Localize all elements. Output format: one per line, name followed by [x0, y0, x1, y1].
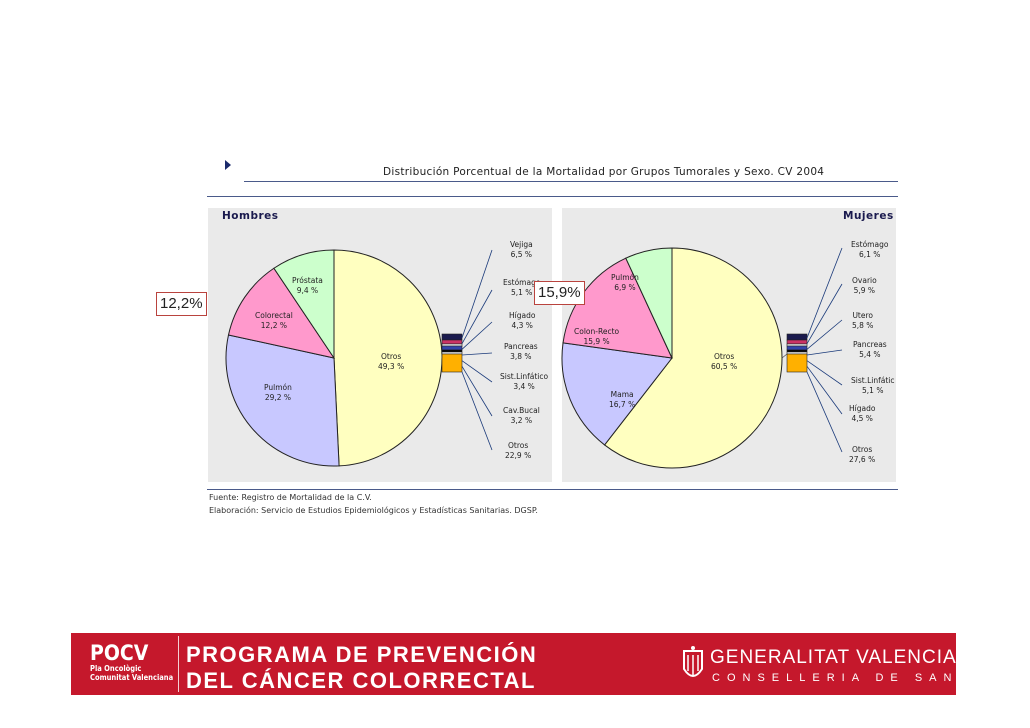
- chart-title: Distribución Porcentual de la Mortalidad…: [383, 166, 825, 178]
- hombres-leader-line: [461, 371, 493, 451]
- mujeres-breakdown-sistlinfatic: Sist.Linfátic 5,1 %: [851, 376, 895, 395]
- hombres-stack-segment: [441, 353, 463, 373]
- mujeres-leader-line: [806, 319, 843, 350]
- mujeres-slice-label-colonrecto: Colon-Recto 15,9 %: [574, 327, 620, 346]
- mujeres-pie-slice-pulmon: [625, 247, 673, 359]
- hombres-breakdown-higado: Hígado 4,3 %: [509, 311, 536, 330]
- hombres-leader-line: [461, 289, 493, 344]
- program-title-line-1: PROGRAMA DE PREVENCIÓN: [186, 642, 538, 667]
- hombres-breakdown-estomago: Estómago 5,1 %: [503, 278, 541, 297]
- hombres-slice-label-otros: Otros 49,3 %: [378, 352, 405, 371]
- mujeres-stack-segment: [786, 353, 808, 373]
- hombres-stack-segment: [441, 339, 463, 345]
- mujeres-breakdown-otros: Otros 27,6 %: [849, 445, 876, 464]
- mujeres-leader-line: [806, 349, 843, 356]
- mujeres-slice-label-mama: Mama 16,7 %: [609, 390, 636, 409]
- program-title-line-2: DEL CÁNCER COLORRECTAL: [186, 668, 536, 693]
- hombres-breakdown-sistlinfatico: Sist.Linfático 3,4 %: [500, 372, 549, 391]
- pocv-logo-text: POCV: [90, 641, 149, 665]
- hombres-leader-line: [461, 360, 493, 383]
- hombres-leader-line: [461, 321, 493, 350]
- hombres-breakdown-cavbucal: Cav.Bucal 3,2 %: [503, 406, 540, 425]
- hombres-pie-slice-pulmon: [225, 334, 340, 467]
- mujeres-leader-line: [806, 283, 843, 344]
- mujeres-stack-segment: [786, 339, 808, 345]
- title-arrow-icon: [225, 160, 231, 170]
- mujeres-leader-line: [806, 360, 843, 386]
- mujeres-stack-segment: [786, 333, 808, 341]
- mujeres-leader-line: [806, 247, 843, 339]
- hombres-stack-segment: [441, 333, 463, 341]
- mujeres-connector-line: [781, 353, 788, 359]
- hombres-breakdown-vejiga: Vejiga 6,5 %: [510, 240, 533, 259]
- pocv-logo: POCV Pla Oncològic Comunitat Valenciana: [90, 642, 173, 682]
- mujeres-pie-slice-mama: [561, 342, 673, 446]
- mujeres-breakdown-estomago: Estómago 6,1 %: [851, 240, 889, 259]
- title-underline: [244, 181, 898, 182]
- footer-banner: [71, 633, 956, 695]
- hombres-pie-slice-prostata: [273, 249, 335, 360]
- source-line-1: Fuente: Registro de Mortalidad de la C.V…: [209, 493, 372, 502]
- hombres-breakdown-pancreas: Pancreas 3,8 %: [504, 342, 538, 361]
- callout-mujeres-colonrecto: 15,9%: [534, 281, 585, 305]
- mujeres-stack-segment: [786, 345, 808, 351]
- generalitat-crest-icon: [683, 646, 703, 677]
- hombres-stack-bar: [441, 333, 463, 373]
- mujeres-breakdown-pancreas: Pancreas 5,4 %: [853, 340, 887, 359]
- mujeres-stack-bar: [786, 333, 808, 373]
- mujeres-leader-line: [806, 371, 843, 453]
- hombres-leader-line: [461, 352, 493, 356]
- hombres-pie-slice-colorectal: [227, 267, 336, 359]
- mujeres-breakdown-ovario: Ovario 5,9 %: [852, 276, 877, 295]
- mujeres-breakdown-higado: Hígado 4,5 %: [849, 404, 876, 423]
- callout-hombres-colorectal: 12,2%: [156, 292, 207, 316]
- generalitat-name: GENERALITAT VALENCIANA: [710, 647, 986, 668]
- mujeres-pie-slice-otros: [603, 247, 783, 469]
- mujeres-breakdown-utero: Utero 5,8 %: [852, 311, 874, 330]
- hombres-slice-label-colorectal: Colorectal 12,2 %: [255, 311, 293, 330]
- panel-title-hombres: Hombres: [222, 210, 279, 222]
- pocv-logo-sub2: Comunitat Valenciana: [90, 673, 174, 682]
- hombres-leader-line: [461, 366, 493, 417]
- mujeres-slice-label-otros: Otros 60,5 %: [711, 352, 738, 371]
- hombres-stack-segment: [441, 345, 463, 351]
- mujeres-leader-line: [806, 366, 843, 415]
- hombres-slice-label-pulmon: Pulmón 29,2 %: [264, 383, 292, 402]
- hombres-breakdown-otros: Otros 22,9 %: [505, 441, 532, 460]
- conselleria-name: CONSELLERIA DE SANITAT: [712, 672, 1009, 684]
- pocv-logo-sub1: Pla Oncològic: [90, 664, 142, 673]
- hombres-leader-line: [461, 249, 493, 339]
- panel-title-mujeres: Mujeres: [843, 210, 894, 222]
- footer-divider: [178, 636, 179, 692]
- hombres-slice-label-prostata: Próstata 9,4 %: [292, 276, 323, 295]
- header-rule: [207, 196, 898, 197]
- source-rule: [207, 489, 898, 490]
- source-line-2: Elaboración: Servicio de Estudios Epidem…: [209, 506, 538, 515]
- mujeres-slice-label-pulmon: Pulmón 6,9 %: [611, 273, 639, 292]
